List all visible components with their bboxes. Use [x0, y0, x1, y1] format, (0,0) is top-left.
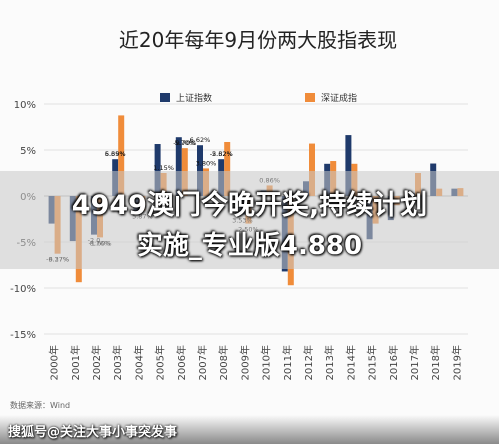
x-tick-label: 2014年 [344, 345, 357, 380]
watermark-bar [0, 415, 499, 444]
y-tick-label: 10% [14, 100, 36, 111]
x-tick-label: 2018年 [429, 345, 442, 380]
overlay-headline-line2: 实施_专业版4.880 [136, 231, 363, 261]
legend-swatch-shanghai [160, 93, 170, 102]
bar-shanghai [154, 144, 161, 196]
x-tick-label: 2013年 [323, 345, 336, 380]
y-tick-label: -15% [10, 330, 36, 341]
x-tick-label: 2002年 [90, 345, 103, 380]
data-label: 5.65% [105, 150, 126, 158]
bar-shanghai [197, 145, 203, 196]
x-tick-label: 2007年 [196, 345, 209, 380]
x-tick-label: 2019年 [450, 345, 463, 380]
data-label: 6.39% [105, 150, 126, 158]
bar-shenzhen [309, 143, 315, 196]
bar-shenzhen [118, 115, 125, 196]
data-label: -5.32% [210, 150, 233, 158]
x-tick-label: 2004年 [132, 345, 145, 380]
watermark-text: 搜狐号@关注大事小事突发事 [8, 425, 178, 440]
data-label: -2.62% [210, 150, 233, 158]
y-tick-label: 5% [20, 146, 36, 157]
legend-label-shanghai: 上证指数 [176, 92, 212, 104]
x-tick-label: 2011年 [281, 345, 294, 380]
x-tick-label: 2015年 [366, 345, 379, 380]
bar-shanghai [345, 135, 352, 196]
legend-swatch-shenzhen [305, 93, 315, 102]
y-tick-label: -10% [10, 284, 36, 295]
source-note: 数据来源：Wind [10, 400, 70, 410]
bar-shanghai [175, 137, 182, 196]
data-label: 6.62% [190, 136, 211, 144]
x-tick-label: 2006年 [175, 345, 188, 380]
legend: 上证指数 深证成指 [160, 92, 357, 104]
x-tick-label: 2009年 [238, 345, 251, 380]
x-axis-ticks: 2000年 2001年 2002年 2003年 2004年 2005年 2006年 2007年… [48, 345, 464, 380]
bar-shenzhen [224, 141, 231, 196]
overlay-band [0, 171, 499, 269]
data-label: 1.15% [153, 164, 174, 172]
x-tick-label: 2008年 [217, 345, 230, 380]
x-tick-label: 2001年 [69, 345, 82, 380]
chart-title: 近20年每年9月份两大股指表现 [119, 28, 397, 52]
x-tick-label: 2010年 [260, 345, 273, 380]
legend-label-shenzhen: 深证成指 [321, 92, 357, 104]
data-label: 3.80% [196, 159, 217, 167]
x-tick-label: 2005年 [154, 345, 167, 380]
overlay-headline-line1: 4949澳门今晚开奖,持续计划 [71, 190, 428, 221]
x-tick-label: 2000年 [48, 345, 61, 380]
x-tick-label: 2003年 [111, 345, 124, 380]
x-tick-label: 2012年 [302, 345, 315, 380]
x-tick-label: 2016年 [387, 345, 400, 380]
data-label: 5.70% [174, 139, 195, 147]
x-tick-label: 2017年 [408, 345, 421, 380]
data-label: -9.70% [173, 139, 196, 147]
